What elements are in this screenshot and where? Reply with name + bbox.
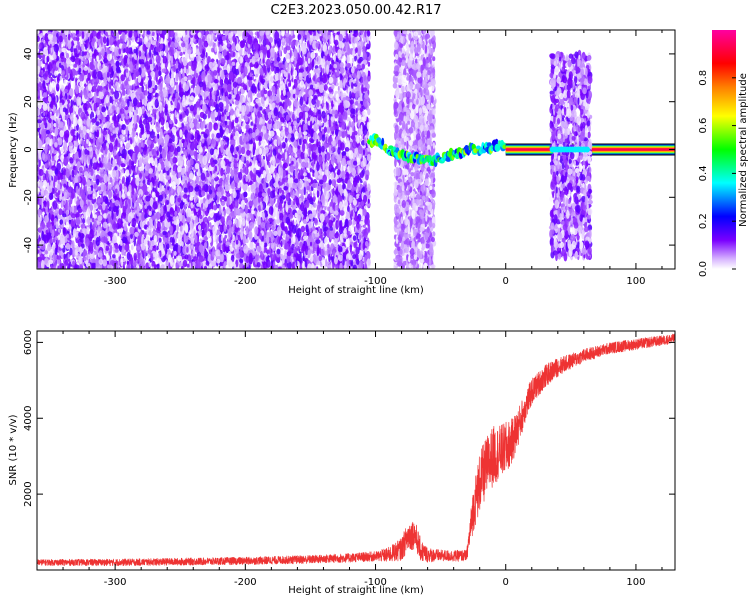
heatmap-cell — [331, 30, 335, 34]
figure-title: C2E3.2023.050.00.42.R17 — [270, 3, 441, 18]
heatmap-cells — [37, 30, 675, 269]
heatmap-cell — [205, 52, 208, 58]
